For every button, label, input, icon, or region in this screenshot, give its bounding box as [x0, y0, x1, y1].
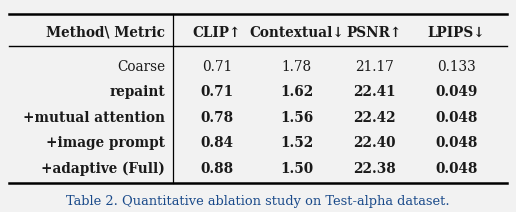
Text: +image prompt: +image prompt	[46, 136, 165, 150]
Text: 0.88: 0.88	[200, 162, 233, 176]
Text: 0.71: 0.71	[200, 85, 233, 99]
Text: 1.78: 1.78	[282, 60, 312, 74]
Text: Coarse: Coarse	[117, 60, 165, 74]
Text: LPIPS↓: LPIPS↓	[428, 26, 486, 40]
Text: 22.38: 22.38	[353, 162, 395, 176]
Text: 22.42: 22.42	[353, 111, 395, 125]
Text: 0.78: 0.78	[200, 111, 233, 125]
Text: 1.56: 1.56	[280, 111, 313, 125]
Text: 0.71: 0.71	[202, 60, 232, 74]
Text: 21.17: 21.17	[354, 60, 394, 74]
Text: repaint: repaint	[109, 85, 165, 99]
Text: 0.84: 0.84	[200, 136, 233, 150]
Text: +adaptive (Full): +adaptive (Full)	[41, 161, 165, 176]
Text: 1.52: 1.52	[280, 136, 313, 150]
Text: 0.048: 0.048	[436, 111, 478, 125]
Text: Table 2. Quantitative ablation study on Test-alpha dataset.: Table 2. Quantitative ablation study on …	[66, 195, 450, 208]
Text: 1.50: 1.50	[280, 162, 313, 176]
Text: Method\ Metric: Method\ Metric	[46, 26, 165, 40]
Text: 22.40: 22.40	[353, 136, 395, 150]
Text: 0.048: 0.048	[436, 136, 478, 150]
Text: +mutual attention: +mutual attention	[23, 111, 165, 125]
Text: 1.62: 1.62	[280, 85, 313, 99]
Text: 22.41: 22.41	[353, 85, 395, 99]
Text: CLIP↑: CLIP↑	[192, 26, 241, 40]
Text: 0.049: 0.049	[436, 85, 478, 99]
Text: Contextual↓: Contextual↓	[249, 26, 344, 40]
Text: PSNR↑: PSNR↑	[346, 26, 402, 40]
Text: 0.048: 0.048	[436, 162, 478, 176]
Text: 0.133: 0.133	[437, 60, 476, 74]
